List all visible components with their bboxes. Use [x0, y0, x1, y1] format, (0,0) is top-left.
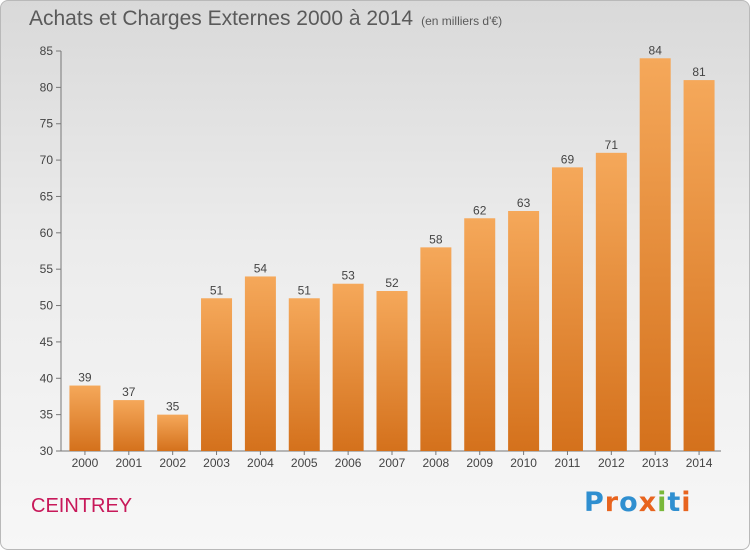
commune-name: CEINTREY [31, 495, 133, 517]
bar-2004 [244, 276, 276, 451]
x-tick-label: 2007 [379, 456, 406, 470]
data-label-2011: 69 [561, 152, 575, 166]
data-label-2003: 51 [210, 283, 224, 297]
bar-2005 [288, 298, 320, 451]
x-tick-label: 2013 [642, 456, 669, 470]
x-tick-label: 2011 [555, 456, 581, 470]
y-tick-label: 80 [40, 80, 54, 94]
logo-letter: o [619, 487, 639, 518]
bar-2009 [464, 218, 496, 451]
y-tick-label: 35 [40, 408, 54, 422]
y-tick-label: 55 [40, 262, 54, 276]
data-label-2002: 35 [166, 400, 180, 414]
logo-letter: i [681, 487, 692, 518]
data-label-2008: 58 [429, 232, 443, 246]
data-label-2007: 52 [385, 276, 399, 290]
y-tick-label: 85 [40, 44, 54, 58]
bar-2006 [332, 283, 364, 451]
logo-letter: r [604, 487, 620, 518]
y-tick-label: 60 [40, 226, 54, 240]
x-tick-label: 2014 [686, 456, 713, 470]
data-label-2005: 51 [298, 283, 312, 297]
x-tick-label: 2010 [510, 456, 537, 470]
bar-2003 [201, 298, 233, 451]
bar-2007 [376, 291, 408, 451]
x-tick-label: 2002 [159, 456, 186, 470]
data-label-2010: 63 [517, 196, 531, 210]
x-tick-label: 2008 [423, 456, 450, 470]
data-label-2000: 39 [78, 371, 92, 385]
bar-2008 [420, 247, 452, 451]
y-tick-label: 45 [40, 335, 54, 349]
bar-2002 [157, 414, 189, 451]
chart-labels: 2000 39 2001 37 2002 35 2003 51 2004 54 2005 51 2006… [72, 43, 713, 470]
y-tick-label: 65 [40, 189, 54, 203]
bar-2000 [69, 385, 101, 451]
bar-2001 [113, 400, 145, 451]
data-label-2009: 62 [473, 203, 487, 217]
data-label-2004: 54 [254, 261, 268, 275]
x-tick-label: 2004 [247, 456, 274, 470]
y-tick-label: 75 [40, 117, 54, 131]
proxiti-logo: Proxiti [584, 487, 692, 518]
data-label-2006: 53 [341, 269, 355, 283]
y-tick-label: 40 [40, 371, 54, 385]
x-tick-label: 2003 [203, 456, 230, 470]
y-tick-label: 30 [40, 444, 54, 458]
x-tick-label: 2006 [335, 456, 362, 470]
data-label-2001: 37 [122, 385, 136, 399]
data-label-2013: 84 [649, 43, 663, 57]
bar-2013 [639, 58, 671, 451]
chart-title: Achats et Charges Externes 2000 à 2014 (e… [29, 7, 502, 31]
bar-2014 [683, 80, 715, 451]
bar-2011 [551, 167, 583, 451]
logo-letter: P [584, 487, 605, 518]
x-tick-label: 2005 [291, 456, 318, 470]
y-tick-label: 70 [40, 153, 54, 167]
chart-title-main: Achats et Charges Externes 2000 à 2014 [29, 7, 414, 30]
chart-bars [69, 58, 715, 451]
x-tick-label: 2012 [598, 456, 625, 470]
data-label-2014: 81 [692, 65, 706, 79]
logo-letter: t [667, 487, 682, 518]
y-tick-label: 50 [40, 299, 54, 313]
logo-letter: i [657, 487, 668, 518]
x-tick-label: 2009 [466, 456, 493, 470]
bar-2012 [595, 152, 627, 451]
logo-letter: x [638, 487, 658, 518]
bar-2010 [508, 211, 540, 451]
data-label-2012: 71 [605, 138, 619, 152]
x-tick-label: 2000 [72, 456, 99, 470]
chart-title-unit: (en milliers d'€) [421, 14, 503, 28]
x-tick-label: 2001 [115, 456, 142, 470]
